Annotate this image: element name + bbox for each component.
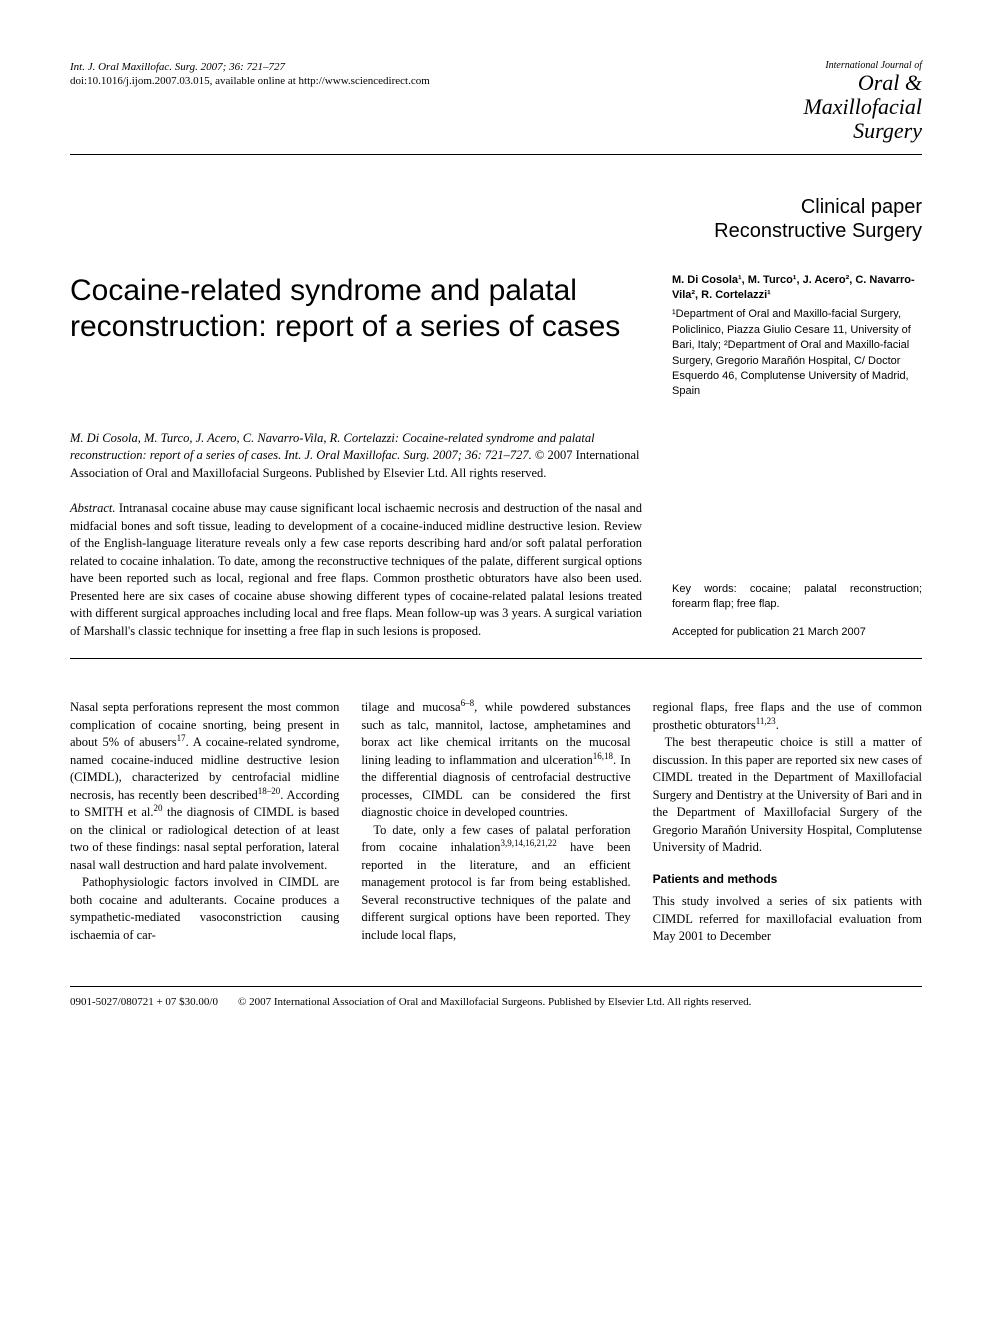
section-type: Clinical paper Reconstructive Surgery: [70, 195, 922, 243]
journal-logo-line2: Oral &: [803, 71, 922, 95]
citation-line-2: doi:10.1016/j.ijom.2007.03.015, availabl…: [70, 74, 430, 88]
col1-p1: Nasal septa perforations represent the m…: [70, 699, 339, 874]
affiliations: ¹Department of Oral and Maxillo-facial S…: [672, 307, 922, 399]
citation-block: Int. J. Oral Maxillofac. Surg. 2007; 36:…: [70, 60, 430, 89]
body-col-2: tilage and mucosa6–8, while powdered sub…: [361, 699, 630, 946]
page-header: Int. J. Oral Maxillofac. Surg. 2007; 36:…: [70, 60, 922, 144]
accepted-date: Accepted for publication 21 March 2007: [672, 625, 922, 640]
abstract-row: Abstract. Intranasal cocaine abuse may c…: [70, 500, 922, 640]
horizontal-rule-top: [70, 154, 922, 155]
journal-logo: International Journal of Oral & Maxillof…: [803, 60, 922, 144]
keywords-block: Key words: cocaine; palatal reconstructi…: [672, 500, 922, 640]
keywords-label: Key words:: [672, 583, 737, 595]
col2-p1: tilage and mucosa6–8, while powdered sub…: [361, 699, 630, 822]
col1-p2: Pathophysiologic factors involved in CIM…: [70, 874, 339, 944]
journal-logo-line3: Maxillofacial: [803, 95, 922, 119]
horizontal-rule-mid: [70, 658, 922, 659]
spacer: [672, 430, 922, 483]
body-col-1: Nasal septa perforations represent the m…: [70, 699, 339, 946]
body-col-3: regional flaps, free flaps and the use o…: [653, 699, 922, 946]
abstract-block: Abstract. Intranasal cocaine abuse may c…: [70, 500, 642, 640]
col3-p1: regional flaps, free flaps and the use o…: [653, 699, 922, 734]
section-type-line1: Clinical paper: [70, 195, 922, 219]
keywords-line: Key words: cocaine; palatal reconstructi…: [672, 582, 922, 613]
col3-p3: This study involved a series of six pati…: [653, 893, 922, 946]
horizontal-rule-footer: [70, 986, 922, 987]
journal-logo-line4: Surgery: [803, 119, 922, 143]
section-type-line2: Reconstructive Surgery: [70, 219, 922, 243]
authors-block: M. Di Cosola¹, M. Turco¹, J. Acero², C. …: [672, 273, 922, 400]
footer-copyright: © 2007 International Association of Oral…: [238, 995, 751, 1010]
col3-p2: The best therapeutic choice is still a m…: [653, 734, 922, 857]
authors-list: M. Di Cosola¹, M. Turco¹, J. Acero², C. …: [672, 273, 922, 304]
article-title: Cocaine-related syndrome and palatal rec…: [70, 273, 642, 345]
patients-methods-heading: Patients and methods: [653, 871, 922, 888]
abstract-text: Intranasal cocaine abuse may cause signi…: [70, 501, 642, 638]
col2-p2: To date, only a few cases of palatal per…: [361, 822, 630, 945]
footer-code: 0901-5027/080721 + 07 $30.00/0: [70, 995, 218, 1010]
footer-row: 0901-5027/080721 + 07 $30.00/0 © 2007 In…: [70, 995, 922, 1010]
body-columns: Nasal septa perforations represent the m…: [70, 699, 922, 946]
citation-full-row: M. Di Cosola, M. Turco, J. Acero, C. Nav…: [70, 430, 922, 483]
citation-line-1: Int. J. Oral Maxillofac. Surg. 2007; 36:…: [70, 60, 430, 74]
citation-italic: M. Di Cosola, M. Turco, J. Acero, C. Nav…: [70, 431, 595, 463]
title-row: Cocaine-related syndrome and palatal rec…: [70, 273, 922, 400]
citation-full: M. Di Cosola, M. Turco, J. Acero, C. Nav…: [70, 430, 642, 483]
abstract-label: Abstract.: [70, 501, 115, 515]
